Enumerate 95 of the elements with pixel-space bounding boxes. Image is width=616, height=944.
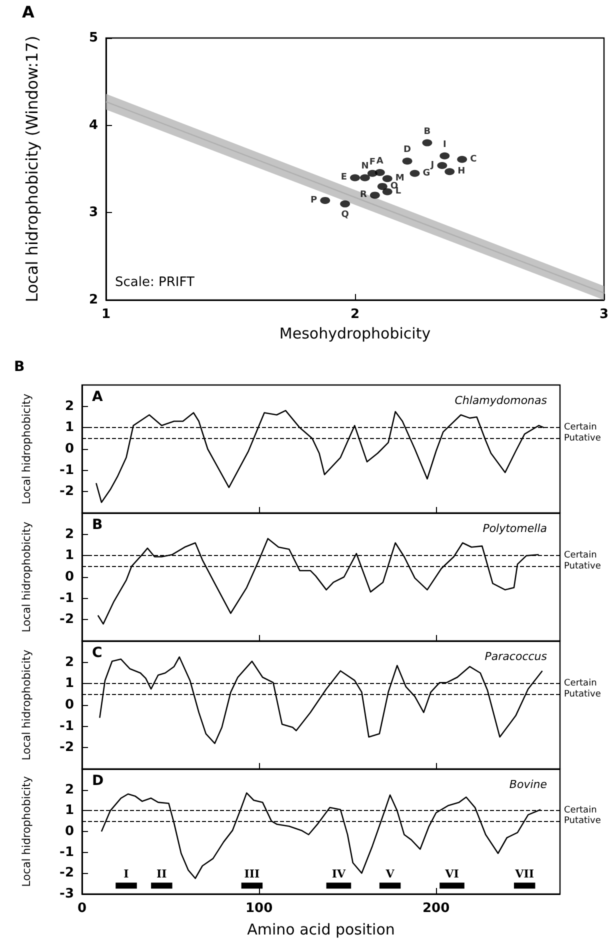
- y-tick-label: 0: [64, 824, 74, 839]
- x-axis-title: Amino acid position: [247, 920, 395, 938]
- y-tick-label: -1: [60, 462, 74, 478]
- point: [320, 196, 330, 204]
- ref-line-label: Putative: [564, 816, 602, 826]
- data-label: L: [395, 186, 402, 197]
- text: Paracoccus: [484, 650, 548, 663]
- y-axis-title: Local hidrophobicity (Window:17): [22, 36, 42, 302]
- y-tick-label: 0: [64, 698, 74, 712]
- data-label: B: [424, 126, 431, 137]
- data-label: D: [404, 145, 412, 156]
- y-tick-label: 2: [64, 782, 74, 798]
- point: [377, 182, 388, 190]
- point: [350, 174, 360, 182]
- point: [360, 174, 370, 182]
- ref-line-label: Certain: [564, 550, 597, 561]
- y-tick-label: -3: [60, 886, 74, 902]
- data-label: P: [310, 195, 318, 206]
- point: [402, 158, 412, 165]
- y-tick-label: -2: [60, 484, 74, 500]
- data-label: G: [422, 168, 430, 178]
- data-label: Q: [341, 210, 350, 220]
- series-label: IV: [332, 868, 346, 881]
- data-label: C: [470, 154, 478, 164]
- point: [367, 170, 378, 177]
- x-axis-title: Mesohydrophobicity: [279, 324, 431, 342]
- y-axis-title: Local hidrophobicity: [20, 649, 33, 760]
- x-tick-label: 1: [101, 307, 111, 322]
- y-tick-label: 2: [88, 292, 98, 308]
- x-tick-label: 3: [599, 307, 609, 322]
- y-tick-label: -1: [60, 844, 74, 860]
- ref-line-label: Putative: [564, 561, 602, 572]
- annotation: Scale: PRIFT: [115, 275, 194, 290]
- y-tick-label: 4: [88, 118, 98, 133]
- point: [382, 175, 392, 182]
- series-label: I: [124, 868, 129, 881]
- text: Bovine: [509, 778, 548, 791]
- series-label: VI: [444, 868, 459, 881]
- series-label: V: [384, 868, 395, 881]
- y-tick-label: -2: [60, 866, 74, 881]
- data-label: I: [442, 140, 446, 150]
- ref-line-label: Putative: [564, 433, 602, 444]
- annotation: B: [92, 517, 103, 533]
- y-tick-label: 0: [64, 570, 74, 584]
- point: [457, 156, 468, 163]
- y-tick-label: 2: [64, 398, 74, 414]
- series-label: III: [244, 868, 260, 881]
- series-label: II: [156, 868, 167, 881]
- data-label: E: [340, 172, 347, 183]
- text: A: [22, 2, 35, 22]
- y-tick-label: 0: [64, 442, 74, 456]
- annotation: D: [92, 773, 104, 789]
- x-tick-label: 0: [77, 901, 87, 916]
- y-axis-title: Local hidrophobicity: [20, 776, 33, 887]
- y-tick-label: 1: [64, 420, 74, 436]
- data-label: A: [376, 156, 384, 166]
- point: [422, 139, 432, 146]
- y-tick-label: 2: [64, 526, 74, 542]
- y-tick-label: -2: [60, 740, 74, 756]
- y-tick-label: -1: [60, 590, 74, 606]
- point: [382, 188, 392, 196]
- point: [370, 192, 380, 199]
- point: [444, 168, 455, 176]
- y-tick-label: 1: [64, 803, 74, 818]
- data-label: F: [369, 157, 376, 168]
- text: B: [14, 359, 25, 375]
- x-tick-label: 2: [350, 307, 360, 322]
- ref-line-label: Certain: [564, 422, 597, 433]
- point: [440, 152, 450, 160]
- x-tick-label: 200: [422, 901, 450, 916]
- ref-line-label: Certain: [564, 806, 597, 816]
- y-tick-label: 2: [64, 654, 74, 670]
- point: [410, 170, 420, 177]
- ref-line-label: Putative: [564, 689, 602, 700]
- y-axis-title: Local hidrophobicity: [20, 521, 33, 632]
- text: Chlamydomonas: [454, 394, 548, 407]
- data-label: J: [430, 160, 434, 171]
- point: [340, 200, 350, 208]
- data-label: N: [361, 162, 369, 172]
- x-tick-label: 100: [245, 901, 273, 916]
- y-tick-label: 5: [88, 30, 98, 46]
- y-tick-label: -2: [60, 612, 74, 628]
- y-axis-title: Local hidrophobicity: [20, 393, 33, 504]
- y-tick-label: 3: [88, 205, 98, 220]
- data-label: R: [360, 190, 367, 200]
- y-tick-label: 1: [64, 676, 74, 692]
- data-label: H: [458, 166, 466, 177]
- series-label: VII: [514, 868, 534, 881]
- annotation: C: [92, 645, 102, 661]
- point: [437, 162, 448, 170]
- y-tick-label: 1: [64, 548, 74, 564]
- ref-line-label: Certain: [564, 678, 597, 689]
- annotation: A: [92, 389, 103, 405]
- text: Polytomella: [482, 522, 548, 535]
- y-tick-label: -1: [60, 718, 74, 734]
